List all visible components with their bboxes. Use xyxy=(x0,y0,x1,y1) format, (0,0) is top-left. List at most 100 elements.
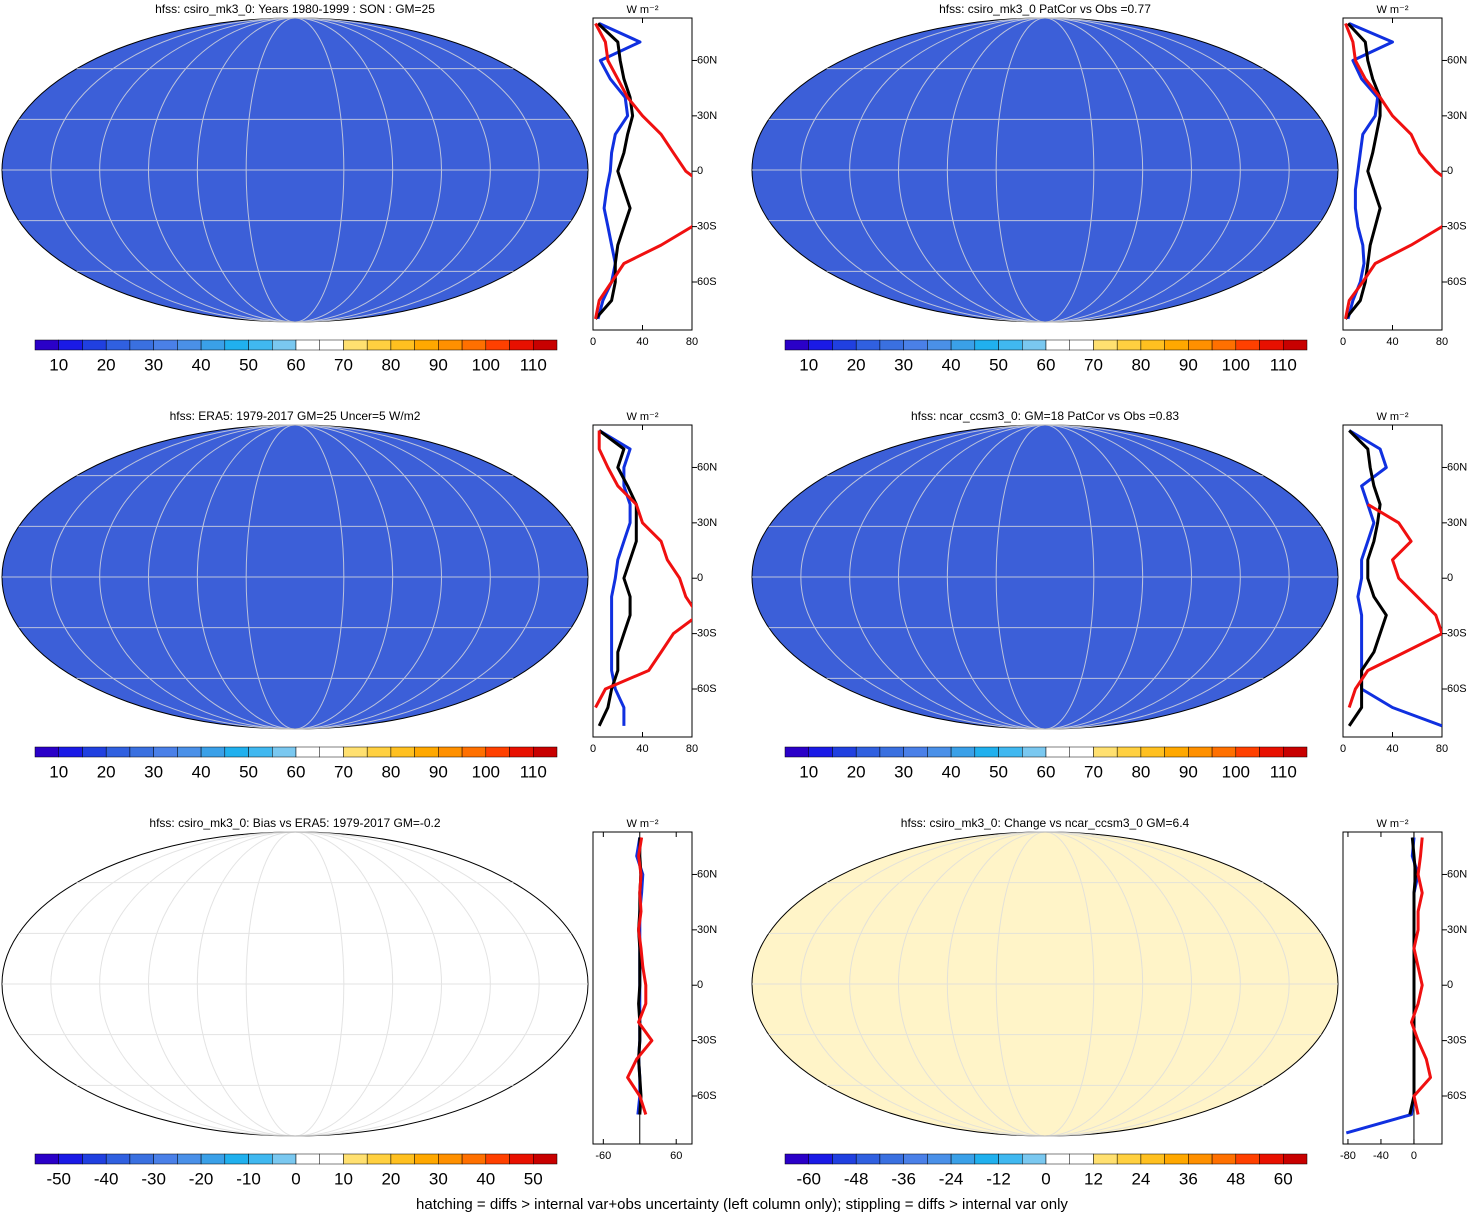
colorbar-label: -12 xyxy=(986,1169,1011,1188)
map-grid xyxy=(2,424,588,730)
colorbar-box xyxy=(343,746,368,758)
map-grid xyxy=(752,17,1338,323)
colorbar-box xyxy=(390,1153,415,1165)
zonal-line xyxy=(597,429,638,727)
colorbar-label: 20 xyxy=(381,1169,400,1188)
colorbar-box xyxy=(1259,339,1284,351)
colorbar-box xyxy=(200,1153,226,1165)
colorbar-box xyxy=(533,1153,558,1165)
colorbar-box xyxy=(1188,1153,1213,1165)
colorbar-box xyxy=(153,339,178,351)
colorbar-box xyxy=(105,746,131,758)
y-tick-label: 60S xyxy=(697,683,717,695)
footnote: hatching = diffs > internal var+obs unce… xyxy=(416,1196,1068,1213)
colorbar-box xyxy=(272,1153,297,1165)
colorbar-box xyxy=(1164,1153,1189,1165)
colorbar-label: 110 xyxy=(520,762,547,781)
colorbar-label: -60 xyxy=(796,1169,821,1188)
zonal-line xyxy=(594,22,635,320)
zonal-lines xyxy=(1344,22,1442,320)
panel-title: hfss: ncar_ccsm3_0: GM=18 PatCor vs Obs … xyxy=(911,409,1179,423)
x-tick-label: 0 xyxy=(1340,743,1346,755)
colorbar-box xyxy=(153,746,178,758)
colorbar-label: 60 xyxy=(287,762,306,781)
colorbar-box xyxy=(1116,1153,1142,1165)
colorbar-box xyxy=(1164,746,1189,758)
x-tick-label: 40 xyxy=(636,336,648,348)
y-tick-label: 60S xyxy=(697,1090,717,1102)
meridian xyxy=(800,17,1290,323)
x-tick-label: 0 xyxy=(1411,1150,1417,1162)
colorbar-box xyxy=(832,1153,857,1165)
colorbar-label: 80 xyxy=(1131,355,1150,374)
colorbar-box xyxy=(1211,746,1237,758)
colorbar-label: 100 xyxy=(472,762,500,781)
x-axis-label: W m⁻² xyxy=(626,411,658,423)
colorbar-label: 90 xyxy=(429,355,448,374)
colorbar-label: 12 xyxy=(1084,1169,1103,1188)
map-grid xyxy=(752,831,1338,1137)
meridian xyxy=(50,831,540,1137)
colorbar-box xyxy=(1283,746,1308,758)
colorbar-box xyxy=(224,1153,249,1165)
colorbar-label: -48 xyxy=(844,1169,869,1188)
colorbar-box xyxy=(832,746,857,758)
colorbar-box xyxy=(784,339,809,351)
colorbar-box xyxy=(390,339,415,351)
colorbar-box xyxy=(366,1153,392,1165)
colorbar-label: -20 xyxy=(189,1169,214,1188)
colorbar-box xyxy=(1283,339,1308,351)
colorbar-label: 70 xyxy=(334,762,353,781)
colorbar-label: 0 xyxy=(1041,1169,1050,1188)
colorbar-label: 70 xyxy=(334,355,353,374)
colorbar-box xyxy=(1093,339,1118,351)
colorbar-box xyxy=(509,746,534,758)
y-tick-label: 30N xyxy=(1447,924,1467,936)
colorbar-box xyxy=(855,746,881,758)
colorbar-box xyxy=(438,1153,463,1165)
y-tick-label: 60S xyxy=(1447,276,1467,288)
colorbar-box xyxy=(390,746,415,758)
x-tick-label: 80 xyxy=(1436,743,1448,755)
colorbar-label: 40 xyxy=(476,1169,495,1188)
colorbar-box xyxy=(903,339,928,351)
x-tick-label: 0 xyxy=(1340,336,1346,348)
colorbar-box xyxy=(950,1153,976,1165)
colorbar-box xyxy=(808,746,833,758)
x-tick-label: -40 xyxy=(1373,1150,1389,1162)
y-tick-label: 60S xyxy=(697,276,717,288)
colorbar-label: 30 xyxy=(894,355,913,374)
zonal-line xyxy=(626,837,654,1115)
y-tick-label: 30S xyxy=(697,1035,717,1047)
colorbar-box xyxy=(1022,339,1047,351)
colorbar-label: 70 xyxy=(1084,762,1103,781)
colorbar-box xyxy=(153,1153,178,1165)
zonal-line xyxy=(1348,429,1442,728)
y-tick-label: 30N xyxy=(697,110,717,122)
zonal-lines xyxy=(594,429,692,727)
colorbar-label: 30 xyxy=(429,1169,448,1188)
colorbar-box xyxy=(129,339,154,351)
y-tick-label: 60N xyxy=(1447,54,1467,66)
colorbar-label: 90 xyxy=(1179,355,1198,374)
x-tick-label: 80 xyxy=(686,336,698,348)
colorbar-box xyxy=(533,339,558,351)
zonal-inner xyxy=(1347,429,1442,728)
colorbar-box xyxy=(485,746,510,758)
colorbar-box xyxy=(1235,746,1260,758)
x-axis-label: W m⁻² xyxy=(1376,818,1408,830)
colorbar-box xyxy=(248,1153,273,1165)
colorbar-box xyxy=(1045,339,1070,351)
zonal-lines xyxy=(626,837,654,1115)
colorbar-label: 90 xyxy=(1179,762,1198,781)
colorbar-box xyxy=(1069,746,1094,758)
colorbar-box xyxy=(808,339,833,351)
colorbar-label: 60 xyxy=(287,355,306,374)
colorbar-box xyxy=(533,746,558,758)
colorbar-box xyxy=(82,1153,107,1165)
colorbar-box xyxy=(295,746,320,758)
x-tick-label: 40 xyxy=(1386,336,1398,348)
colorbar-label: 50 xyxy=(239,355,258,374)
colorbar-label: -36 xyxy=(891,1169,916,1188)
